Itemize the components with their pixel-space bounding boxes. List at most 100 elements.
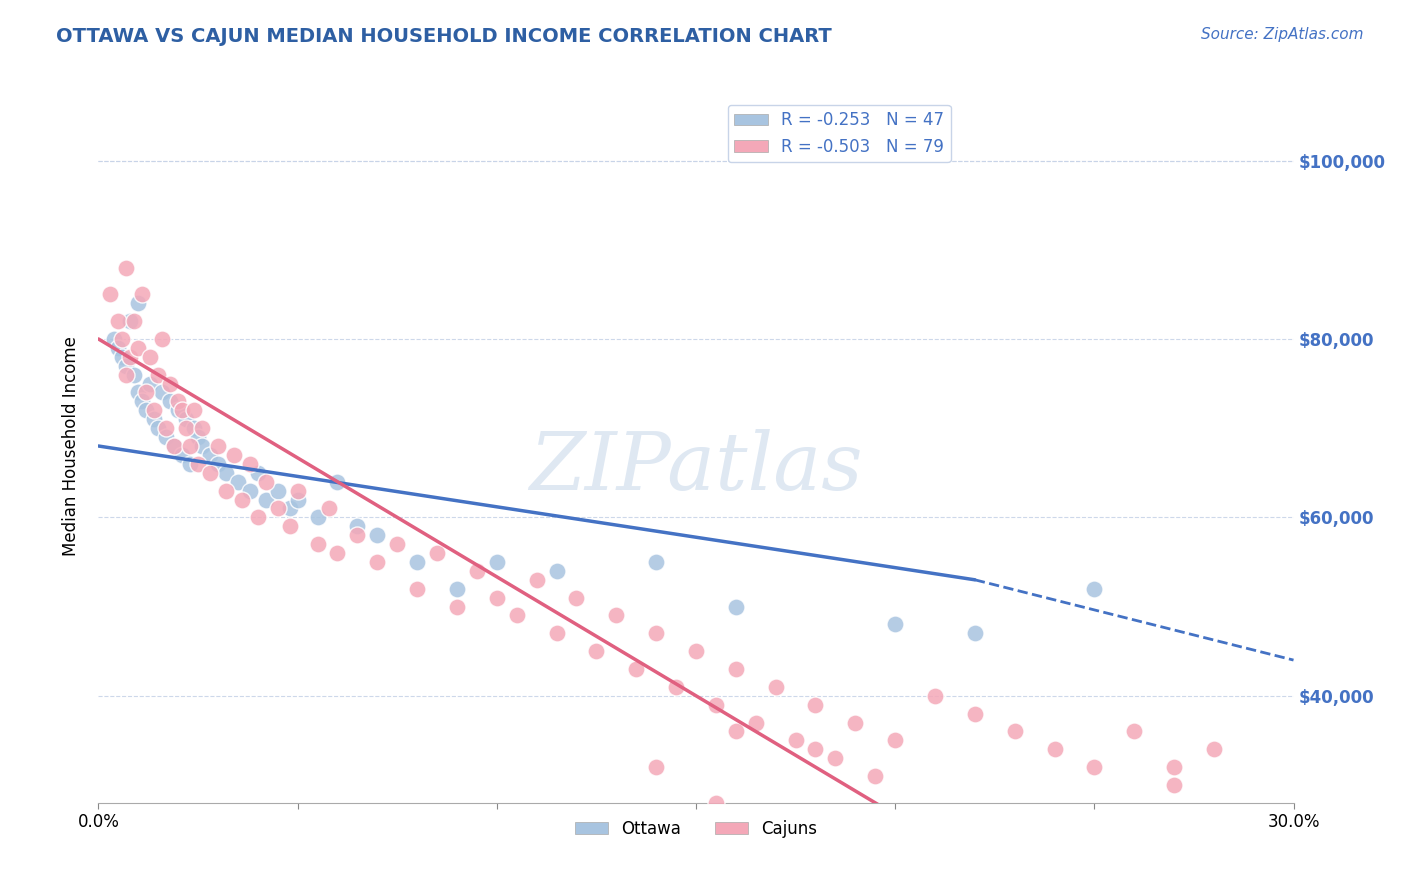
Point (254, 492, 277, 507)
Point (222, 448, 245, 462)
Point (179, 457, 201, 471)
Point (406, 582, 429, 596)
Point (565, 591, 588, 605)
Point (127, 296, 149, 310)
Point (287, 492, 309, 507)
Point (765, 680, 787, 694)
Point (704, 698, 727, 712)
Point (485, 591, 508, 605)
Point (1123, 724, 1146, 739)
Point (143, 403, 166, 417)
Point (824, 751, 846, 765)
Point (143, 412, 166, 426)
Point (120, 314, 142, 328)
Point (150, 332, 173, 346)
Point (207, 457, 229, 471)
Point (685, 644, 707, 658)
Point (485, 555, 508, 569)
Point (163, 439, 186, 453)
Point (804, 698, 827, 712)
Point (226, 475, 249, 489)
Point (139, 350, 162, 364)
Point (724, 724, 747, 739)
Point (884, 733, 907, 747)
Point (844, 715, 866, 730)
Point (98, 287, 122, 301)
Point (254, 475, 277, 489)
Point (246, 466, 269, 480)
Point (103, 332, 125, 346)
Point (187, 430, 209, 444)
Point (107, 314, 129, 328)
Point (804, 742, 827, 756)
Point (155, 421, 177, 435)
Point (155, 430, 177, 444)
Point (267, 501, 290, 516)
Point (645, 626, 668, 640)
Point (127, 341, 149, 355)
Point (884, 617, 907, 632)
Point (191, 439, 214, 453)
Point (1043, 742, 1066, 756)
Text: OTTAWA VS CAJUN MEDIAN HOUSEHOLD INCOME CORRELATION CHART: OTTAWA VS CAJUN MEDIAN HOUSEHOLD INCOME … (56, 27, 832, 45)
Point (239, 483, 262, 498)
Point (1163, 778, 1185, 792)
Point (446, 599, 468, 614)
Point (1083, 582, 1105, 596)
Point (187, 457, 209, 471)
Point (585, 644, 607, 658)
Point (465, 564, 488, 578)
Point (174, 421, 197, 435)
Point (183, 403, 205, 417)
Point (148, 368, 170, 382)
Point (366, 555, 388, 569)
Point (724, 599, 747, 614)
Point (626, 662, 648, 676)
Point (207, 439, 229, 453)
Point (107, 341, 129, 355)
Point (963, 706, 986, 721)
Point (865, 769, 887, 783)
Point (159, 394, 181, 409)
Point (115, 260, 138, 275)
Point (124, 314, 146, 328)
Text: Source: ZipAtlas.com: Source: ZipAtlas.com (1201, 27, 1364, 42)
Point (215, 466, 238, 480)
Point (307, 537, 329, 551)
Point (172, 448, 194, 462)
Point (326, 546, 349, 560)
Point (785, 733, 807, 747)
Point (307, 510, 329, 524)
Point (215, 483, 238, 498)
Point (167, 403, 190, 417)
Point (135, 403, 157, 417)
Point (191, 421, 214, 435)
Point (278, 519, 301, 533)
Point (326, 475, 349, 489)
Point (159, 376, 181, 391)
Point (111, 350, 134, 364)
Point (924, 689, 946, 703)
Point (963, 626, 986, 640)
Point (546, 626, 568, 640)
Point (124, 368, 146, 382)
Point (605, 608, 627, 623)
Point (446, 582, 468, 596)
Point (745, 715, 768, 730)
Point (167, 394, 190, 409)
Text: ZIPatlas: ZIPatlas (529, 429, 863, 506)
Point (246, 510, 269, 524)
Point (1083, 760, 1105, 774)
Point (1004, 724, 1026, 739)
Point (267, 483, 290, 498)
Point (287, 483, 309, 498)
Point (1202, 742, 1225, 756)
Point (366, 528, 388, 542)
Point (198, 466, 221, 480)
Point (115, 368, 138, 382)
Point (426, 546, 449, 560)
Point (174, 412, 197, 426)
Point (645, 760, 668, 774)
Point (148, 421, 170, 435)
Point (346, 528, 368, 542)
